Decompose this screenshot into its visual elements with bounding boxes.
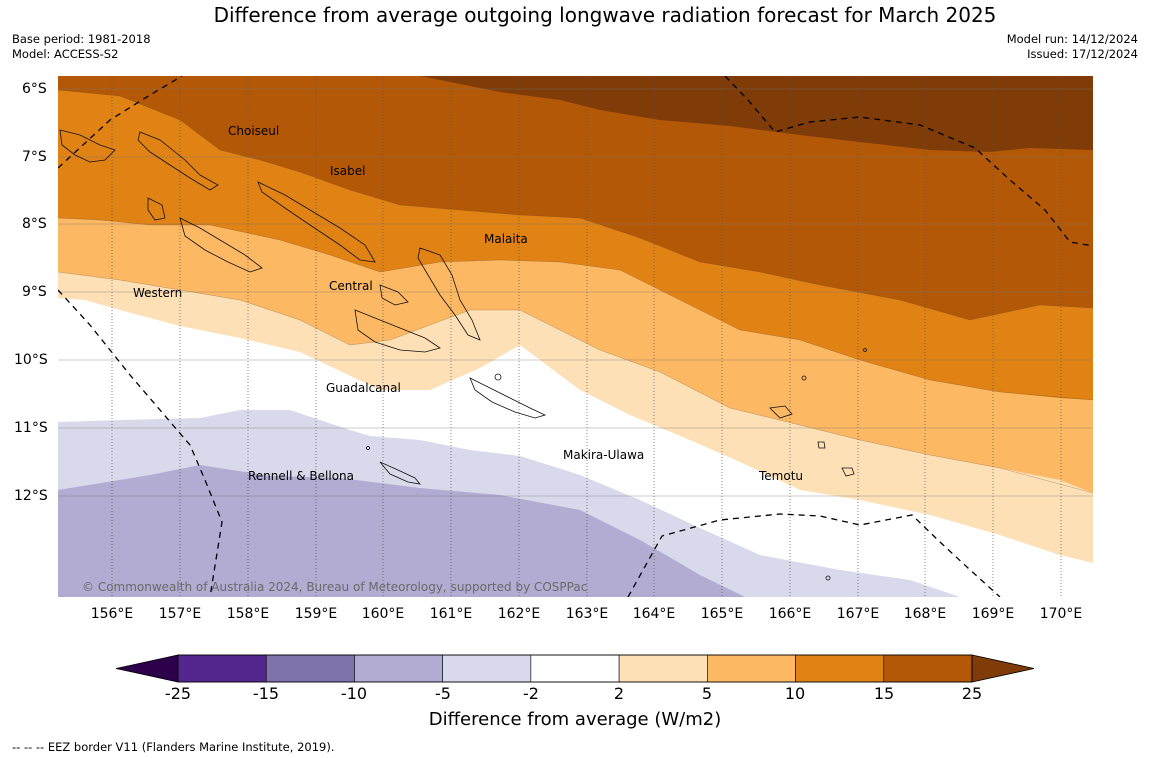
colorbar-tick-5: 5: [701, 684, 713, 703]
region-label-western: Western: [133, 286, 183, 300]
lat-label-8s: 8°S: [22, 216, 47, 232]
island-malaita: [417, 247, 481, 341]
colorbar-tick-15: 15: [873, 684, 895, 703]
region-label-makira-ulawa: Makira-Ulawa: [563, 448, 645, 462]
eez-legend-note: -- -- -- EEZ border V11 (Flanders Marine…: [12, 740, 335, 754]
island-rennell: [379, 461, 421, 485]
lon-label-166e: 166°E: [768, 606, 812, 622]
map-title: Difference from average outgoing longwav…: [213, 3, 997, 27]
eez-border: [58, 76, 1093, 597]
model-name: Model: ACCESS-S2: [12, 47, 119, 61]
island-guadalcanal: [354, 309, 441, 353]
island-santa-cruz: [769, 405, 793, 419]
lon-label-168e: 168°E: [903, 606, 947, 622]
colorbar-tick-neg2: -2: [523, 684, 539, 703]
lon-label-157e: 157°E: [158, 606, 202, 622]
colorbar-tick-neg5: -5: [435, 684, 451, 703]
region-label-choiseul: Choiseul: [228, 124, 280, 138]
region-label-central: Central: [329, 279, 373, 293]
lon-label-163e: 163°E: [565, 606, 609, 622]
lon-label-160e: 160°E: [361, 606, 405, 622]
lon-label-170e: 170°E: [1039, 606, 1083, 622]
lat-label-12s: 12°S: [14, 488, 48, 504]
issued-date: Issued: 17/12/2024: [1027, 47, 1138, 61]
colorbar-tick-10: 10: [784, 684, 806, 703]
colorbar-tick-neg15: -15: [252, 684, 280, 703]
lon-label-167e: 167°E: [836, 606, 880, 622]
meta-right: Model run: 14/12/2024 Issued: 17/12/2024: [1007, 32, 1138, 62]
coastlines: [59, 129, 867, 581]
region-label-isabel: Isabel: [330, 164, 366, 178]
lon-label-158e: 158°E: [226, 606, 270, 622]
colorbar-tick-2: 2: [613, 684, 625, 703]
colorbar-tick-neg10: -10: [340, 684, 368, 703]
lon-label-156e: 156°E: [90, 606, 134, 622]
lat-label-9s: 9°S: [22, 284, 47, 300]
latitude-lines: [58, 88, 1093, 497]
meta-left: Base period: 1981-2018 Model: ACCESS-S2: [12, 32, 151, 62]
island-makira: [469, 377, 547, 419]
island-vanikoro: [841, 467, 855, 477]
island-isabel: [257, 181, 376, 263]
lat-label-10s: 10°S: [14, 352, 48, 368]
island-shortland: [59, 129, 116, 163]
colorbar-tick-25: 25: [961, 684, 983, 703]
lon-label-162e: 162°E: [497, 606, 541, 622]
copyright-notice: © Commonwealth of Australia 2024, Bureau…: [82, 580, 588, 594]
lat-label-11s: 11°S: [14, 420, 48, 436]
island-choiseul: [137, 131, 219, 191]
lon-label-169e: 169°E: [971, 606, 1015, 622]
lat-label-6s: 6°S: [22, 81, 47, 97]
island-florida: [379, 284, 409, 306]
lon-label-159e: 159°E: [294, 606, 338, 622]
island-vella: [147, 197, 166, 221]
island-utupua: [817, 441, 826, 449]
lat-label-7s: 7°S: [22, 149, 47, 165]
base-period: Base period: 1981-2018: [12, 32, 151, 46]
colorbar-tick-neg25: -25: [164, 684, 192, 703]
model-run: Model run: 14/12/2024: [1006, 32, 1138, 46]
region-label-temotu: Temotu: [759, 469, 804, 483]
lon-label-161e: 161°E: [429, 606, 473, 622]
region-label-rennell-bellona: Rennell & Bellona: [248, 469, 355, 483]
lon-label-164e: 164°E: [632, 606, 676, 622]
region-label-guadalcanal: Guadalcanal: [326, 381, 401, 395]
colorbar-title: Difference from average (W/m2): [428, 709, 722, 730]
island-new-georgia: [179, 217, 263, 273]
contour-lines: [58, 89, 1093, 494]
region-label-malaita: Malaita: [484, 232, 528, 246]
lon-label-165e: 165°E: [700, 606, 744, 622]
